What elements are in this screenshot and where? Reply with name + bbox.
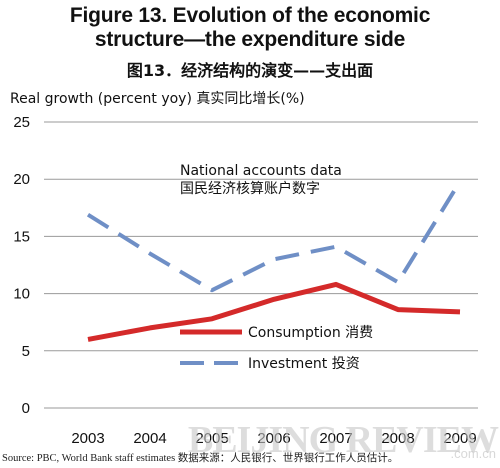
y-tick-label: 0 [22, 400, 30, 417]
annotation: National accounts data 国民经济核算账户数字 [180, 163, 342, 197]
x-tick-label: 2007 [319, 430, 352, 447]
y-tick-label: 15 [13, 228, 30, 245]
y-axis-label: Real growth (percent yoy) 真实同比增长(%) [10, 91, 305, 107]
x-tick-label: 2006 [257, 430, 290, 447]
y-tick-label: 25 [13, 114, 30, 131]
y-tick-labels: 0 5 10 15 20 25 [13, 114, 30, 417]
watermark: BEIJING REVIEW [187, 419, 499, 461]
annotation-line-2: 国民经济核算账户数字 [180, 180, 320, 197]
chart-title-line-1: Figure 13. Evolution of the economic [69, 4, 431, 27]
legend-label-consumption: Consumption 消费 [248, 325, 373, 341]
x-tick-labels: 2003 2004 2005 2006 2007 2008 2009 [71, 430, 476, 447]
source-note: Source: PBC, World Bank staff estimates … [2, 453, 399, 464]
x-tick-label: 2003 [71, 430, 104, 447]
chart-title-line-2: structure—the expenditure side [94, 28, 406, 51]
x-tick-label: 2009 [443, 430, 476, 447]
legend-label-investment: Investment 投资 [248, 356, 360, 372]
series-line-investment [86, 180, 462, 293]
y-tick-label: 5 [22, 343, 30, 360]
legend: Consumption 消费 Investment 投资 [180, 325, 373, 372]
series-line-consumption [87, 281, 461, 342]
y-tick-label: 20 [13, 171, 30, 188]
y-tick-label: 10 [13, 286, 30, 303]
watermark-domain: .com.cn [450, 446, 496, 461]
x-tick-label: 2008 [381, 430, 414, 447]
chart-title-chinese: 图13．经济结构的演变——支出面 [126, 61, 374, 80]
x-tick-label: 2004 [133, 430, 166, 447]
gridlines [44, 121, 478, 409]
x-tick-label: 2005 [195, 430, 228, 447]
annotation-line-1: National accounts data [180, 163, 342, 179]
series-lines [86, 180, 462, 342]
